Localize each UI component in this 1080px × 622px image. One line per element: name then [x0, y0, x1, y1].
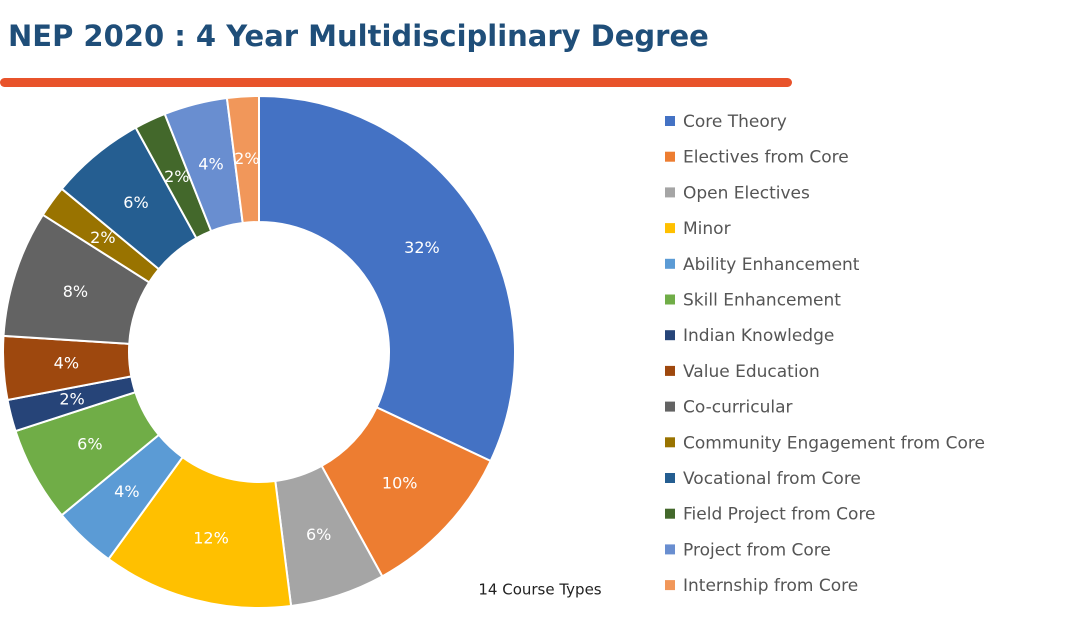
legend-label: Skill Enhancement	[683, 291, 841, 311]
legend-label: Open Electives	[683, 183, 810, 203]
title-underline	[0, 78, 792, 87]
slice-label: 4%	[114, 482, 139, 501]
legend-swatch	[665, 473, 675, 483]
legend-swatch	[665, 258, 675, 269]
slice-label: 8%	[63, 282, 88, 301]
legend-swatch	[665, 116, 675, 126]
slice-label: 6%	[306, 525, 331, 544]
chart-title: NEP 2020 : 4 Year Multidisciplinary Degr…	[8, 19, 709, 53]
legend-swatch	[665, 508, 675, 519]
legend-swatch	[665, 187, 675, 198]
slice-label: 4%	[54, 354, 79, 373]
slice-label: 2%	[59, 389, 84, 408]
donut-slice	[258, 94, 516, 463]
legend-swatch	[665, 544, 675, 555]
legend-label: Ability Enhancement	[683, 255, 860, 275]
slice-label: 2%	[234, 149, 259, 168]
legend-label: Co-curricular	[683, 398, 793, 418]
legend-swatch	[665, 223, 675, 234]
legend-label: Community Engagement from Core	[683, 433, 985, 453]
legend-swatch	[665, 151, 675, 162]
slice-label: 32%	[404, 238, 440, 257]
annotation: 14 Course Types	[478, 581, 601, 599]
legend-label: Project from Core	[683, 540, 831, 560]
legend-label: Vocational from Core	[683, 469, 861, 489]
donut-slice	[225, 94, 260, 225]
legend-swatch	[665, 437, 675, 448]
slice-label: 2%	[164, 167, 189, 186]
legend-label: Value Education	[683, 362, 820, 382]
legend-label: Electives from Core	[683, 148, 849, 168]
slice-label: 6%	[123, 193, 148, 212]
legend-label: Field Project from Core	[683, 505, 876, 525]
legend-swatch	[665, 330, 675, 341]
slice-label: 12%	[193, 528, 229, 547]
slice-label: 10%	[382, 474, 418, 493]
legend-swatch	[665, 580, 675, 591]
legend-swatch	[665, 365, 675, 376]
legend-label: Internship from Core	[683, 576, 858, 596]
slice-label: 2%	[90, 228, 115, 247]
legend-label: Indian Knowledge	[683, 326, 834, 346]
legend-swatch	[665, 294, 675, 305]
legend-label: Minor	[683, 219, 731, 239]
slice-label: 6%	[77, 434, 102, 453]
legend-label: Core Theory	[683, 112, 787, 132]
slice-label: 4%	[198, 155, 223, 174]
legend-swatch	[665, 401, 675, 412]
